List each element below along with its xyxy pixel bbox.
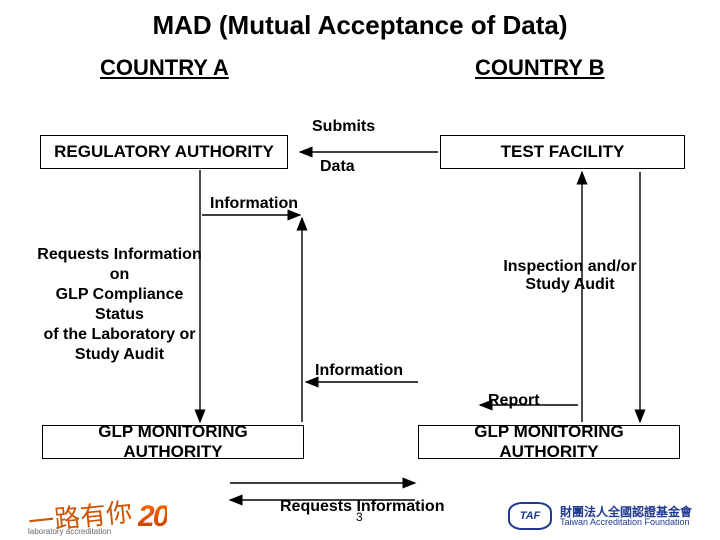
glp-monitoring-b-box: GLP MONITORING AUTHORITY xyxy=(418,425,680,459)
requests-block-label: Requests Information on GLP Compliance S… xyxy=(32,245,207,365)
report-label: Report xyxy=(488,392,540,410)
taf-en: Taiwan Accreditation Foundation xyxy=(560,518,692,527)
taf-badge-icon: TAF xyxy=(508,502,552,530)
page-number: 3 xyxy=(356,510,363,524)
footer-left-logo: 一路有你 20 laboratory accreditation xyxy=(28,497,167,534)
glp-monitoring-a-box: GLP MONITORING AUTHORITY xyxy=(42,425,304,459)
test-facility-box: TEST FACILITY xyxy=(440,135,685,169)
submits-label: Submits xyxy=(312,118,375,136)
inspection-label: Inspection and/or Study Audit xyxy=(480,258,660,294)
twenty-number: 20 xyxy=(138,500,167,534)
footer-right-logo: TAF 財團法人全國認證基金會 Taiwan Accreditation Fou… xyxy=(508,502,692,530)
page-title: MAD (Mutual Acceptance of Data) xyxy=(0,10,720,41)
regulatory-authority-box: REGULATORY AUTHORITY xyxy=(40,135,288,169)
country-b-label: COUNTRY B xyxy=(475,55,605,81)
left-subtext: laboratory accreditation xyxy=(28,527,111,536)
taf-cn: 財團法人全國認證基金會 xyxy=(560,506,692,518)
information-top-label: Information xyxy=(210,195,298,213)
information-mid-label: Information xyxy=(315,362,403,380)
country-a-label: COUNTRY A xyxy=(100,55,229,81)
data-label: Data xyxy=(320,158,355,176)
